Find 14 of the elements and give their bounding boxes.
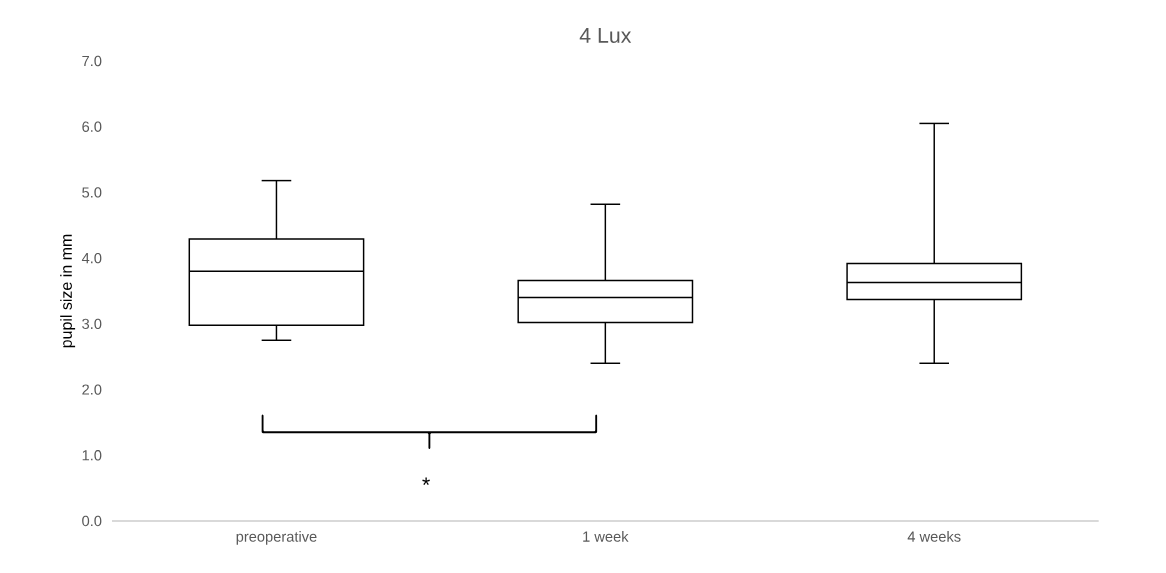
y-tick-label: 4.0 (81, 252, 102, 264)
chart-title: 4 Lux (579, 28, 632, 43)
y-tick-label: 2.0 (82, 384, 102, 395)
y-tick-label: 1.0 (82, 450, 102, 461)
y-tick-label: 3.0 (82, 318, 102, 330)
y-tick-label: 7.0 (82, 55, 102, 67)
y-tick-label: 0.0 (82, 515, 102, 527)
y-tick-label: 5.0 (82, 187, 102, 198)
x-tick-label: preoperative (236, 531, 317, 545)
annotation: * (422, 477, 430, 485)
y-tick-label: 6.0 (82, 121, 102, 132)
x-tick-label: 1 week (583, 531, 629, 542)
x-tick-label: 4 weeks (907, 531, 961, 542)
y-axis-title: pupil size in mm (60, 234, 76, 348)
